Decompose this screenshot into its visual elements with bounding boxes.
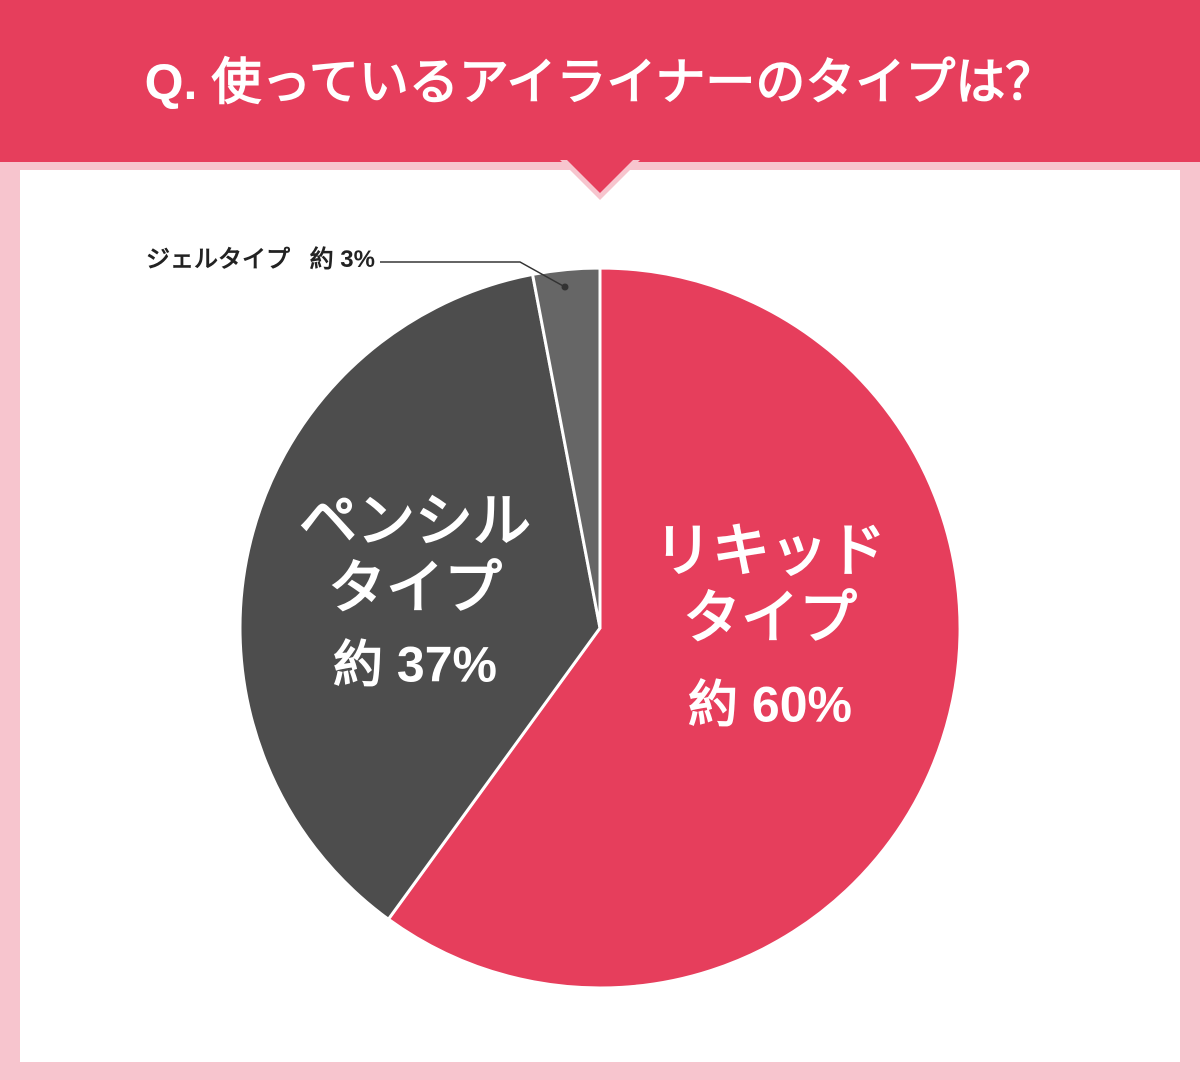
slice-label: ペンシルタイプ <box>298 488 531 620</box>
header-band <box>0 0 1200 162</box>
pie-slice <box>530 266 602 629</box>
value-label: 約 37% <box>333 636 497 693</box>
header-pointer <box>567 160 633 193</box>
value-label: 約 60% <box>688 676 852 733</box>
pie-slice <box>238 272 602 922</box>
value-label: 約 3% <box>309 246 375 274</box>
leader-dot <box>561 283 569 291</box>
slice-label: ジェルタイプ <box>146 246 290 274</box>
leader-line <box>380 261 566 288</box>
pie-slice <box>386 266 962 990</box>
slice-label: リキッドタイプ <box>653 518 886 650</box>
chart-title: Q. 使っているアイライナーのタイプは？ <box>144 54 1056 110</box>
